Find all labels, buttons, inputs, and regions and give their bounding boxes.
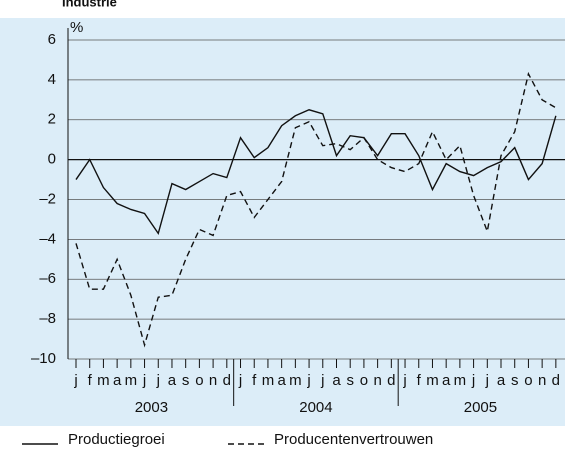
x-tick-label: d: [223, 372, 231, 389]
x-tick-label: f: [252, 372, 257, 389]
x-tick-label: j: [485, 372, 489, 389]
x-tick-label: j: [73, 372, 77, 389]
x-tick-label: s: [182, 372, 190, 389]
x-tick-label: o: [524, 372, 532, 389]
year-label: 2005: [464, 399, 497, 416]
x-tick-label: s: [511, 372, 519, 389]
x-tick-label: d: [387, 372, 395, 389]
x-tick-label: d: [552, 372, 560, 389]
x-tick-label: n: [373, 372, 381, 389]
chart-title: Industrie: [62, 0, 117, 9]
x-tick-label: a: [332, 372, 341, 389]
x-tick-label: f: [417, 372, 422, 389]
series-line: [75, 109, 557, 236]
x-tick-label: n: [538, 372, 546, 389]
x-tick-label: j: [471, 372, 475, 389]
y-tick-label: 0: [48, 151, 56, 168]
x-tick-label: m: [97, 372, 110, 389]
plot-background: [0, 18, 565, 426]
y-tick-label: 6: [48, 31, 56, 48]
y-tick-label: –2: [39, 190, 56, 207]
x-tick-label: j: [402, 372, 406, 389]
x-tick-label: f: [88, 372, 93, 389]
year-label: 2003: [135, 399, 168, 416]
y-tick-label: –8: [39, 310, 56, 327]
legend-label: Productiegroei: [68, 431, 165, 448]
x-tick-label: m: [289, 372, 302, 389]
series-line: [75, 71, 557, 348]
x-tick-label: j: [142, 372, 146, 389]
y-tick-label: 2: [48, 111, 56, 128]
x-tick-label: j: [320, 372, 324, 389]
x-tick-label: j: [156, 372, 160, 389]
y-tick-label: –10: [31, 350, 56, 367]
y-tick-label: 4: [48, 71, 56, 88]
y-tick-label: –6: [39, 270, 56, 287]
x-tick-label: a: [442, 372, 451, 389]
x-tick-label: o: [195, 372, 203, 389]
year-label: 2004: [299, 399, 332, 416]
x-tick-label: j: [238, 372, 242, 389]
x-tick-label: s: [346, 372, 354, 389]
x-tick-label: m: [262, 372, 275, 389]
x-tick-label: n: [209, 372, 217, 389]
x-tick-label: a: [497, 372, 506, 389]
x-tick-label: m: [454, 372, 467, 389]
x-tick-label: a: [168, 372, 177, 389]
x-tick-label: a: [277, 372, 286, 389]
x-tick-label: a: [113, 372, 122, 389]
x-tick-label: m: [426, 372, 439, 389]
x-tick-label: m: [125, 372, 138, 389]
legend-label: Producentenvertrouwen: [274, 431, 433, 448]
x-tick-label: j: [306, 372, 310, 389]
y-tick-label: –4: [39, 230, 56, 247]
x-tick-label: o: [360, 372, 368, 389]
y-unit-label: %: [70, 19, 83, 36]
